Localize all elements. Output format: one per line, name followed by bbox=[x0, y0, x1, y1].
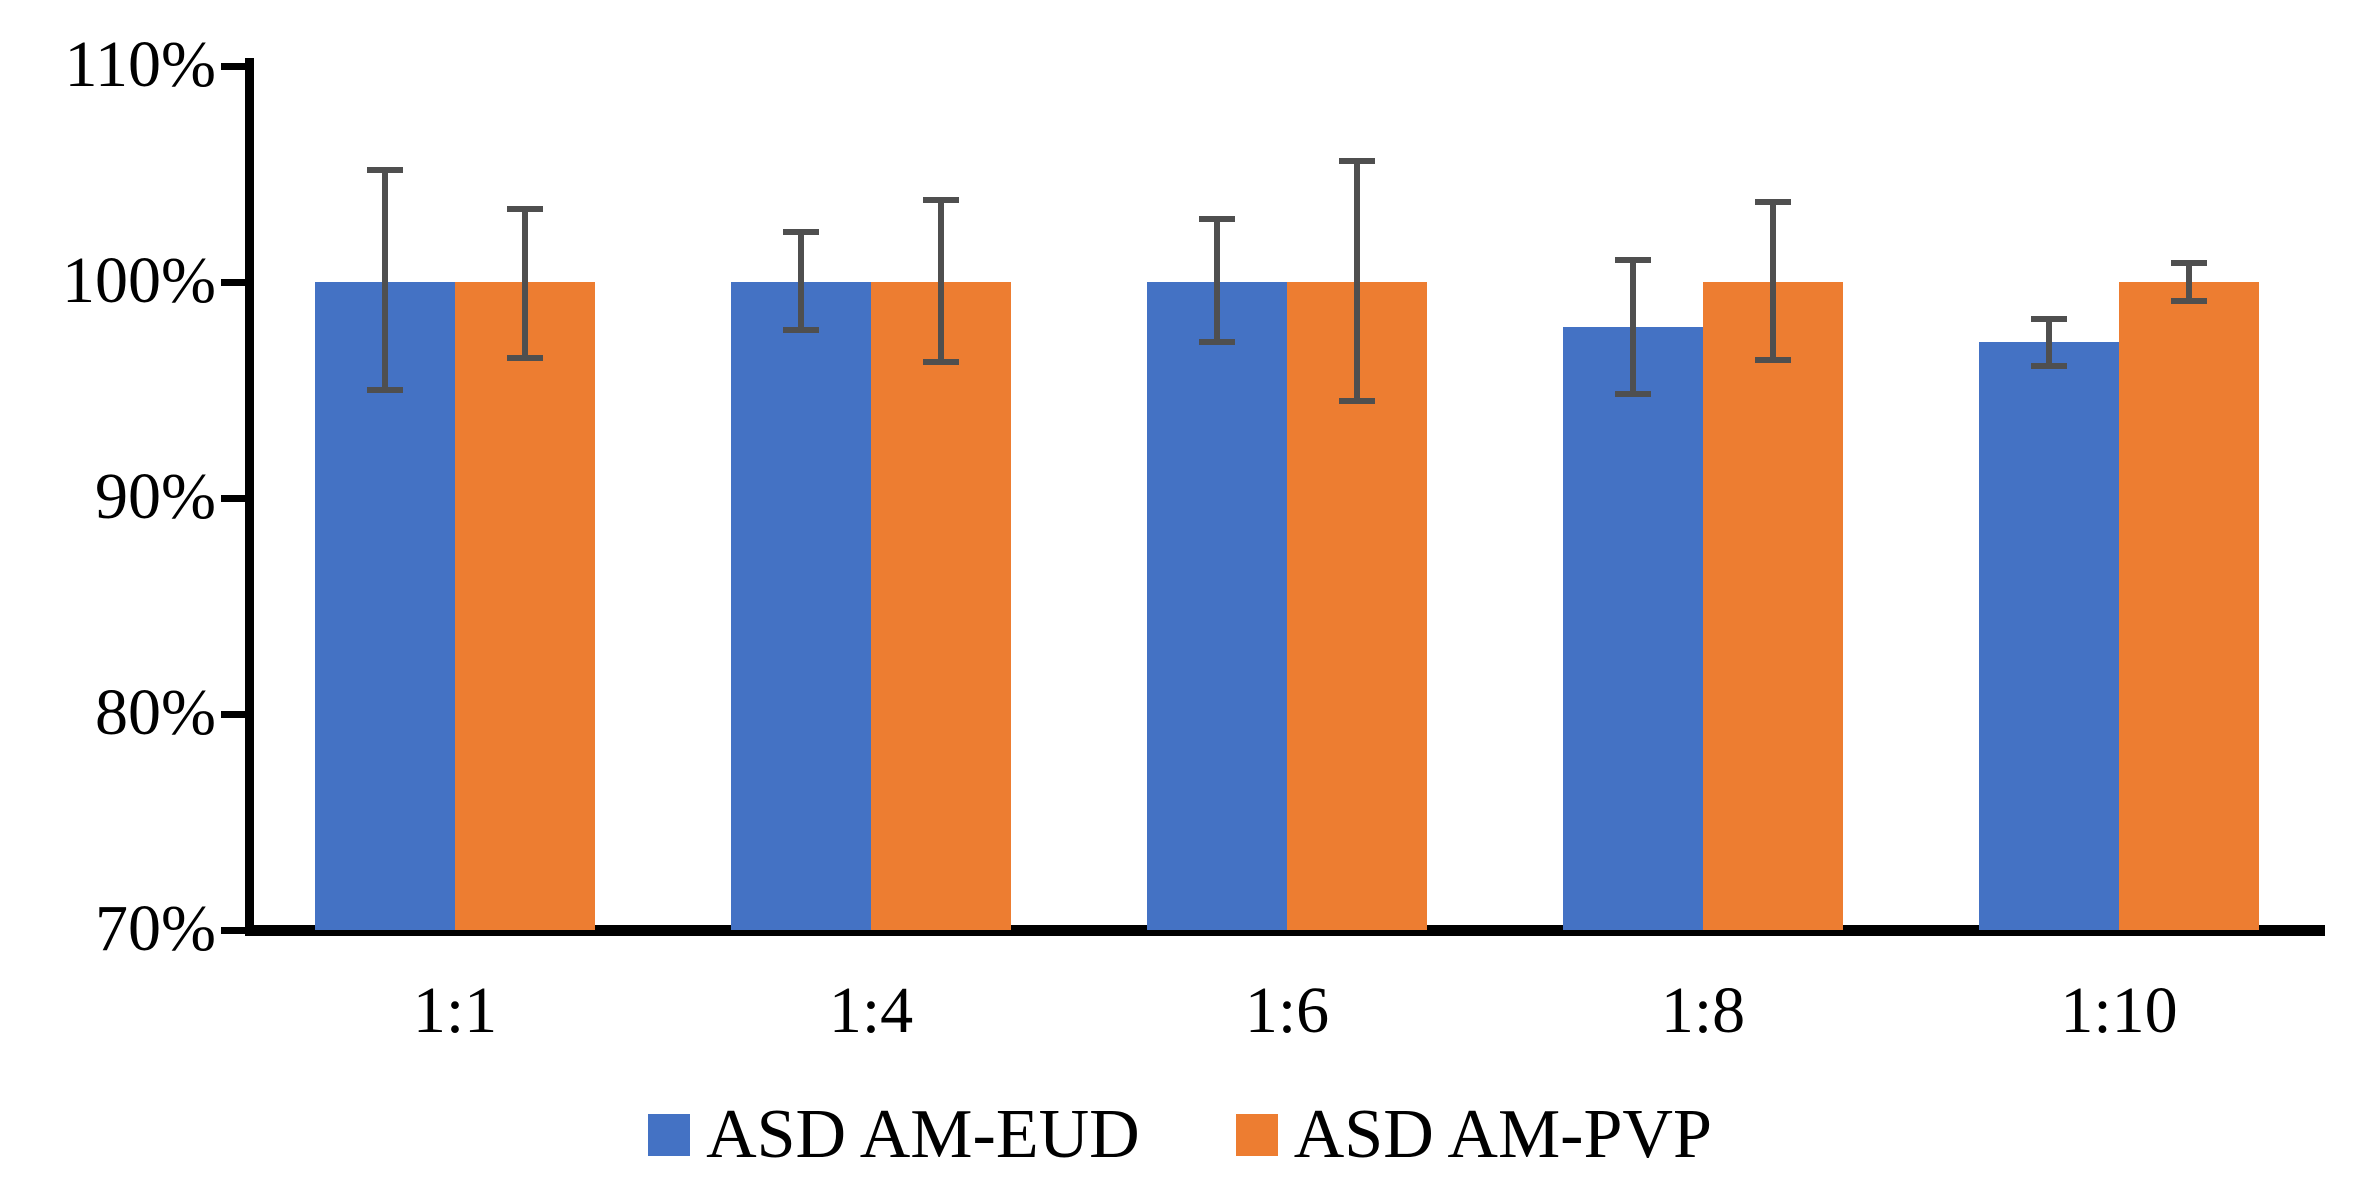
error-bar-cap-bottom bbox=[2171, 298, 2207, 305]
y-axis-tick bbox=[220, 63, 245, 70]
legend-label-asd-am-pvp: ASD AM-PVP bbox=[1293, 1096, 1712, 1173]
error-bar-cap-top bbox=[507, 205, 543, 212]
y-axis-tick-label: 70% bbox=[95, 892, 216, 965]
error-bar-cap-top bbox=[1615, 257, 1651, 264]
error-bar-cap-top bbox=[2171, 259, 2207, 266]
error-bar-stem bbox=[2046, 318, 2052, 367]
error-bar-cap-bottom bbox=[1755, 356, 1791, 363]
bar-asd-am-pvp-1-8 bbox=[1703, 282, 1843, 930]
y-axis-tick bbox=[220, 927, 245, 934]
y-axis-tick bbox=[220, 279, 245, 286]
error-bar-stem bbox=[1354, 161, 1360, 401]
bar-asd-am-eud-1-10 bbox=[1979, 342, 2119, 930]
legend-item-asd-am-pvp: ASD AM-PVP bbox=[1235, 1096, 1712, 1173]
x-axis-category-label: 1:1 bbox=[412, 974, 498, 1047]
error-bar-stem bbox=[522, 208, 528, 358]
y-axis-tick-label: 80% bbox=[95, 676, 216, 749]
error-bar-cap-top bbox=[783, 229, 819, 236]
y-axis-tick bbox=[220, 711, 245, 718]
error-bar-cap-top bbox=[1339, 158, 1375, 165]
error-bar-cap-bottom bbox=[923, 358, 959, 365]
error-bar-stem bbox=[2186, 262, 2192, 302]
error-bar-stem bbox=[1630, 260, 1636, 395]
bar-asd-am-eud-1-4 bbox=[731, 282, 871, 930]
bar-asd-am-eud-1-6 bbox=[1147, 282, 1287, 930]
x-axis-line bbox=[244, 924, 2325, 936]
error-bar-cap-bottom bbox=[1339, 397, 1375, 404]
error-bar-stem bbox=[1770, 202, 1776, 360]
error-bar-stem bbox=[938, 199, 944, 362]
bar-asd-am-pvp-1-1 bbox=[455, 282, 595, 930]
error-bar-stem bbox=[798, 232, 804, 330]
error-bar-cap-bottom bbox=[783, 326, 819, 333]
error-bar-cap-bottom bbox=[2031, 363, 2067, 370]
error-bar-cap-top bbox=[923, 196, 959, 203]
legend-item-asd-am-eud: ASD AM-EUD bbox=[648, 1100, 1140, 1170]
y-axis-tick-label: 90% bbox=[95, 460, 216, 533]
bar-asd-am-pvp-1-10 bbox=[2119, 282, 2259, 930]
bar-asd-am-pvp-1-4 bbox=[871, 282, 1011, 930]
error-bar-cap-top bbox=[2031, 315, 2067, 322]
error-bar-cap-top bbox=[367, 166, 403, 173]
legend-label-asd-am-eud: ASD AM-EUD bbox=[706, 1096, 1140, 1173]
x-axis-category-label: 1:8 bbox=[1660, 974, 1746, 1047]
error-bar-cap-bottom bbox=[1199, 339, 1235, 346]
y-axis-tick-label: 110% bbox=[64, 28, 216, 101]
bar-asd-am-eud-1-8 bbox=[1563, 327, 1703, 930]
legend-swatch-orange bbox=[1235, 1114, 1278, 1156]
error-bar-cap-bottom bbox=[1615, 391, 1651, 398]
x-axis-category-label: 1:4 bbox=[828, 974, 914, 1047]
legend-swatch-blue bbox=[648, 1114, 691, 1156]
error-bar-cap-top bbox=[1755, 199, 1791, 206]
error-bar-cap-bottom bbox=[507, 354, 543, 361]
x-axis-category-label: 1:6 bbox=[1244, 974, 1330, 1047]
y-axis-tick bbox=[220, 495, 245, 502]
y-axis-tick-label: 100% bbox=[62, 244, 216, 317]
x-axis-category-label: 1:10 bbox=[2060, 974, 2178, 1047]
y-axis-line bbox=[244, 58, 254, 936]
legend: ASD AM-EUD ASD AM-PVP bbox=[0, 1100, 2360, 1170]
error-bar-cap-top bbox=[1199, 216, 1235, 223]
error-bar-stem bbox=[382, 169, 388, 390]
error-bar-cap-bottom bbox=[367, 387, 403, 393]
error-bar-stem bbox=[1214, 219, 1220, 343]
